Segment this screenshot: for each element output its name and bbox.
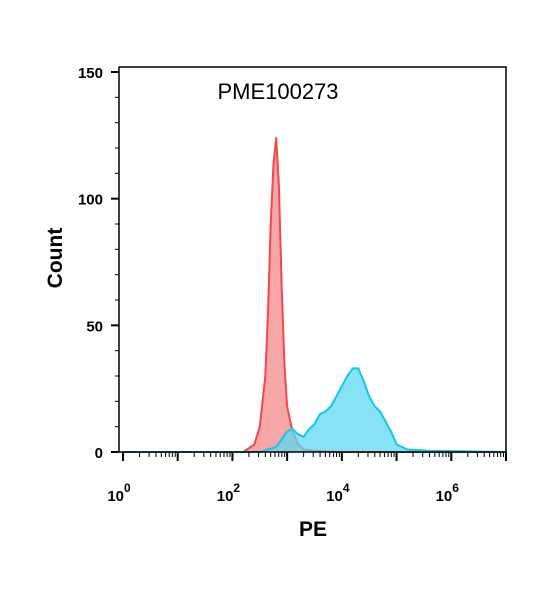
y-tick-label: 50 [86, 318, 103, 335]
series-2-line [123, 367, 507, 453]
series-1-area [123, 137, 506, 452]
chart-title: PME100273 [217, 79, 338, 104]
x-tick-label: 102 [217, 481, 241, 505]
y-tick-label: 0 [95, 445, 103, 462]
x-axis-title: PE [299, 518, 327, 541]
x-tick-label: 106 [436, 481, 460, 505]
y-tick-label: 100 [78, 192, 103, 209]
series-layer [123, 136, 507, 453]
y-axis-title: Count [44, 228, 67, 289]
series-2-area [123, 368, 506, 452]
axes-layer: 0 50 100 150 100 102 104 106 [78, 65, 507, 505]
y-tick-label: 150 [78, 65, 103, 82]
x-tick-label: 104 [326, 481, 350, 505]
x-tick-label: 100 [107, 481, 131, 505]
plot-frame [118, 66, 507, 453]
series-1-line [123, 136, 506, 453]
